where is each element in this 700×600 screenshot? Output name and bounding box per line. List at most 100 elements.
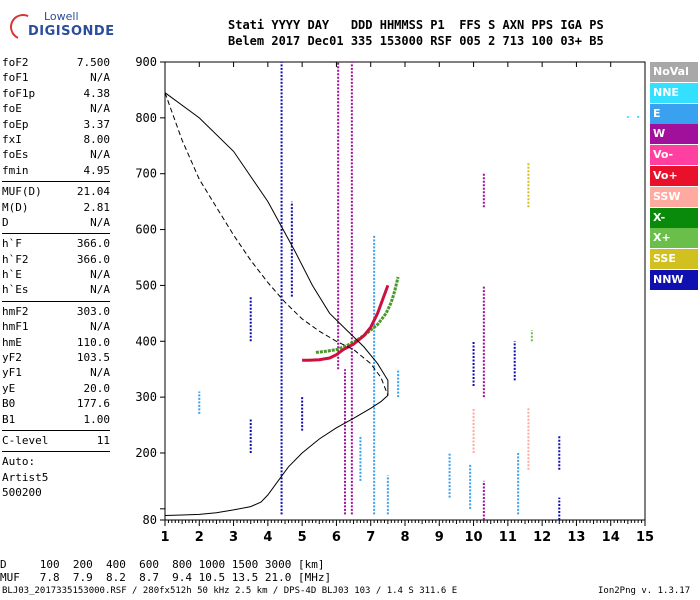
param-value: N/A [90,148,110,162]
param-name: h`F [2,237,22,251]
x-tick-label: 11 [499,530,517,545]
legend-item: X+ [650,228,698,249]
param-value: 8.00 [83,132,111,146]
y-tick-label: 80 [143,513,157,527]
footer-distance-row: D 100 200 400 600 800 1000 1500 3000 [km… [0,558,325,571]
x-tick-label: 3 [229,530,238,545]
param-row: h`Es N/A [2,283,110,298]
param-value: 7.500 [76,56,110,69]
legend-item: SSW [650,186,698,207]
x-tick-label: 10 [465,530,483,545]
param-row: C-level 11 [2,434,110,449]
param-row: M(D) 2.81 [2,201,110,216]
param-row: foF2 7.500 [2,56,110,71]
x-tick-label: 15 [636,530,654,545]
param-row: yF2 103.5 [2,351,110,366]
param-row: hmF2 303.0 [2,305,110,320]
param-row: Artist5 [2,471,110,486]
y-tick-label: 800 [135,111,157,125]
param-row: MUF(D) 21.04 [2,185,110,200]
y-tick-label: 500 [135,278,157,292]
y-tick-label: 900 [135,55,157,69]
param-row: foEp 3.37 [2,118,110,133]
param-row: Auto: [2,455,110,470]
x-tick-label: 13 [567,530,585,545]
legend: NoVal NNE E W Vo- Vo+ SSW X- X+ SSE NNW [650,62,698,291]
param-value: 4.38 [83,86,111,100]
param-name: yF1 [2,366,22,380]
param-value: 2.81 [83,200,111,214]
x-tick-label: 2 [195,530,204,545]
x-tick-label: 5 [298,530,307,545]
param-row: h`E N/A [2,268,110,283]
param-row: B1 1.00 [2,413,110,428]
param-name: hmE [2,335,22,349]
param-value: 303.0 [76,304,110,318]
param-name: hmF2 [2,304,29,318]
x-tick-label: 8 [400,530,409,545]
legend-item: NNW [650,269,698,290]
param-name: hmF1 [2,320,29,334]
param-value: N/A [90,283,110,297]
param-value: 366.0 [76,237,110,251]
header-line2: Belem 2017 Dec01 335 153000 RSF 005 2 71… [228,34,604,48]
digisonde-logo: Lowell DIGISONDE [6,8,114,48]
param-value: 366.0 [76,252,110,266]
param-name: B1 [2,412,16,426]
param-name: foEp [2,117,29,131]
x-tick-label: 6 [332,530,341,545]
param-value: 21.04 [76,185,110,199]
legend-item: Vo+ [650,165,698,186]
param-row: yF1 N/A [2,366,110,381]
legend-item: NNE [650,82,698,103]
param-row: foEs N/A [2,148,110,163]
param-value: N/A [90,268,110,282]
param-separator [2,181,110,183]
param-name: fmin [2,163,29,177]
footer-muf-row: MUF 7.8 7.9 8.2 8.7 9.4 10.5 13.5 21.0 [… [0,571,332,584]
param-row: fxI 8.00 [2,133,110,148]
param-separator [2,429,110,431]
x-tick-label: 4 [263,530,272,545]
param-row: 500200 [2,486,110,501]
param-value: 11 [96,433,110,447]
y-tick-label: 400 [135,334,157,348]
param-name: foF2 [2,56,29,69]
header-line1: Stati YYYY DAY DDD HHMMSS P1 FFS S AXN P… [228,18,604,32]
param-value: N/A [90,320,110,334]
param-name: h`E [2,268,22,282]
legend-item: W [650,124,698,145]
profile-dashed [164,92,389,396]
legend-item: E [650,103,698,124]
legend-item: SSE [650,249,698,270]
param-row: foF1p 4.38 [2,87,110,102]
param-value: 110.0 [76,335,110,349]
param-value: N/A [90,215,110,229]
param-name: B0 [2,397,16,411]
legend-item: X- [650,207,698,228]
param-row: foF1 N/A [2,71,110,86]
logo-line1: Lowell [44,10,79,23]
param-name: fxI [2,132,22,146]
legend-item: NoVal [650,62,698,82]
param-row: foE N/A [2,102,110,117]
param-row: h`F 366.0 [2,237,110,252]
param-value: 177.6 [76,397,110,411]
param-row: fmin 4.95 [2,164,110,179]
param-value: 3.37 [83,117,111,131]
y-tick-label: 200 [135,446,157,460]
param-name: foF1p [2,86,36,100]
param-value: 4.95 [83,163,111,177]
param-name: D [2,215,9,229]
legend-item: Vo- [650,145,698,166]
x-tick-label: 7 [366,530,375,545]
y-tick-label: 700 [135,167,157,181]
param-row: D N/A [2,216,110,231]
param-value: 1.00 [83,412,111,426]
param-name: C-level [2,433,49,447]
logo-line2: DIGISONDE [28,24,115,39]
param-value: 20.0 [83,381,111,395]
x-tick-label: 14 [602,530,620,545]
param-name: Artist5 [2,470,49,484]
